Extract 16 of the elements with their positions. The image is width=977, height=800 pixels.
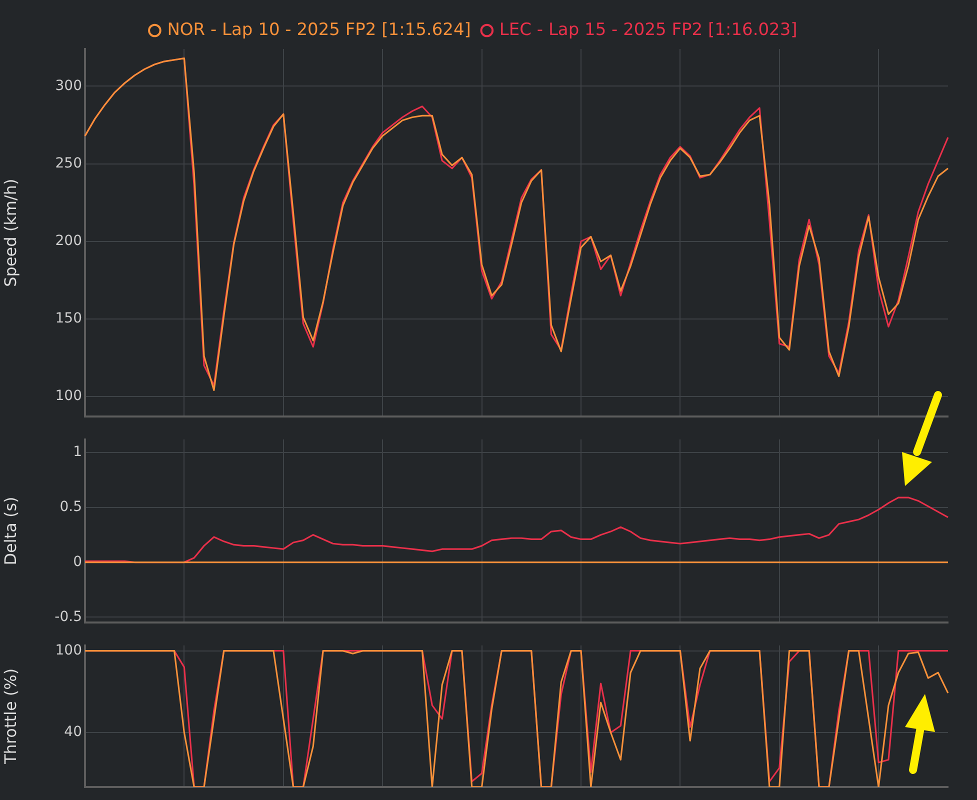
legend-label: LEC - Lap 15 - 2025 FP2 [1:16.023] xyxy=(499,20,798,40)
y-tick-label: 1 xyxy=(73,444,82,460)
y-axis-title: Speed (km/h) xyxy=(0,178,20,287)
y-tick-label: -0.5 xyxy=(54,608,82,625)
y-tick-label: 100 xyxy=(55,388,82,404)
y-tick-label: 250 xyxy=(55,155,82,172)
y-tick-label: 100 xyxy=(55,642,82,658)
y-tick-label: 300 xyxy=(55,78,82,94)
y-tick-label: 0 xyxy=(73,554,82,570)
y-tick-label: 200 xyxy=(55,232,82,249)
y-axis-title: Delta (s) xyxy=(0,496,20,566)
y-tick-label: 0.5 xyxy=(60,499,82,516)
legend-label: NOR - Lap 10 - 2025 FP2 [1:15.624] xyxy=(167,20,471,40)
y-tick-label: 40 xyxy=(64,724,82,740)
y-tick-label: 150 xyxy=(55,310,82,327)
y-axis-title: Throttle (%) xyxy=(0,668,20,765)
